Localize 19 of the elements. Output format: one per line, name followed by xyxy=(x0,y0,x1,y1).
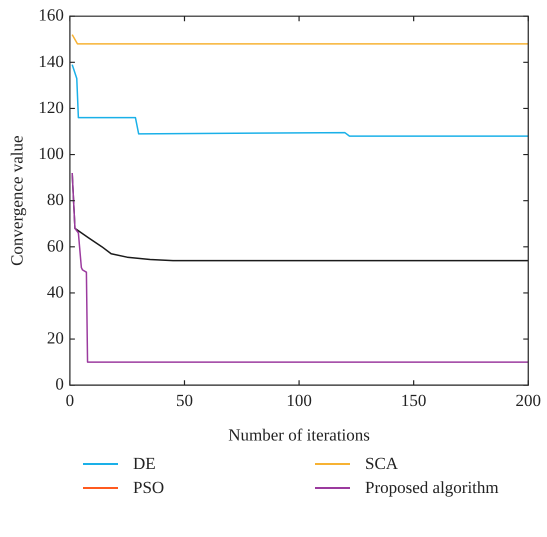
x-tick-label: 150 xyxy=(400,390,426,410)
x-tick-label: 100 xyxy=(286,390,312,410)
y-tick-label: 0 xyxy=(55,374,64,394)
y-tick-label: 80 xyxy=(46,190,64,210)
x-tick-label: 200 xyxy=(516,390,541,410)
legend-label: Proposed algorithm xyxy=(365,478,499,498)
legend-label: DE xyxy=(133,454,156,474)
x-axis-title: Number of iterations xyxy=(228,425,370,444)
y-tick-label: 60 xyxy=(46,236,64,256)
y-tick-label: 120 xyxy=(38,98,64,117)
legend-label: SCA xyxy=(365,454,398,474)
y-axis-title: Convergence value xyxy=(8,135,27,266)
y-tick-label: 140 xyxy=(38,52,64,71)
y-tick-label: 100 xyxy=(38,144,64,164)
y-tick-label: 40 xyxy=(46,282,64,302)
y-tick-label: 160 xyxy=(38,6,64,25)
legend-label: PSO xyxy=(133,478,164,498)
x-tick-label: 50 xyxy=(176,390,193,410)
y-tick-label: 20 xyxy=(46,328,64,348)
